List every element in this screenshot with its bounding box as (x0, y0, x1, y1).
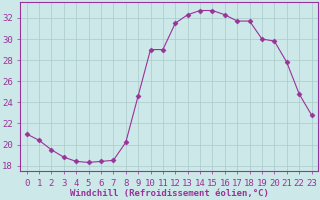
X-axis label: Windchill (Refroidissement éolien,°C): Windchill (Refroidissement éolien,°C) (70, 189, 268, 198)
